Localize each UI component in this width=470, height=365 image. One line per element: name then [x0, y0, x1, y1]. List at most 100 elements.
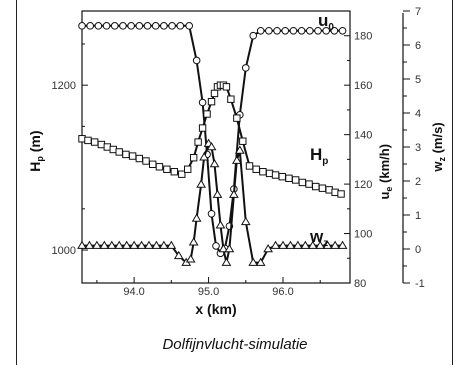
wz-tick-label: 5 — [415, 74, 421, 86]
data-point-triangle — [77, 240, 87, 249]
x-tick-label: 95.0 — [198, 286, 219, 298]
data-point-triangle — [240, 216, 251, 226]
plot-frame — [81, 10, 351, 284]
data-point-triangle — [300, 240, 311, 249]
data-point-circle — [192, 56, 201, 65]
x-tick-label: 96.0 — [272, 286, 293, 298]
data-point-square — [155, 163, 164, 171]
data-point-triangle — [330, 240, 340, 249]
ue-tick-label: 120 — [354, 179, 372, 191]
ue-axis-title: ue (km/h) — [377, 144, 394, 200]
data-point-square — [259, 168, 267, 176]
data-point-triangle — [191, 213, 202, 222]
ue-tick-label: 80 — [354, 278, 366, 290]
data-point-triangle — [224, 244, 235, 253]
data-point-circle — [297, 26, 306, 35]
wz-tick-label: 1 — [415, 210, 421, 222]
data-point-triangle — [234, 145, 245, 154]
data-point-square — [184, 165, 192, 173]
data-point-circle — [273, 26, 281, 35]
data-point-square — [318, 184, 327, 192]
data-point-square — [337, 190, 345, 198]
data-point-circle — [338, 26, 347, 35]
wz-tick-label: 4 — [415, 108, 421, 120]
data-point-square — [245, 162, 254, 170]
wz-tick-label: 7 — [415, 6, 421, 18]
data-point-triangle — [206, 142, 217, 151]
data-point-triangle — [293, 240, 303, 249]
data-point-triangle — [337, 240, 348, 249]
data-point-circle — [86, 22, 94, 30]
data-point-square — [271, 171, 280, 179]
data-point-circle — [241, 64, 250, 72]
x-tick-label: 94.0 — [123, 286, 144, 298]
data-point-square — [163, 165, 171, 173]
data-point-circle — [306, 26, 314, 35]
data-point-triangle — [185, 254, 196, 263]
x-axis-title: x (km) — [195, 301, 236, 317]
hp-tick-label: 1200 — [52, 80, 76, 92]
data-point-triangle — [129, 240, 139, 249]
data-point-square — [305, 180, 313, 188]
data-point-triangle — [199, 152, 209, 161]
data-point-triangle — [255, 257, 266, 266]
data-point-circle — [289, 26, 298, 35]
data-point-triangle — [221, 257, 232, 266]
data-point-circle — [160, 22, 168, 30]
data-point-circle — [151, 22, 160, 30]
data-point-square — [194, 138, 202, 146]
data-point-triangle — [106, 240, 117, 249]
data-point-square — [84, 136, 92, 145]
data-point-circle — [127, 22, 135, 30]
data-point-circle — [314, 26, 322, 35]
data-point-triangle — [99, 240, 110, 249]
wz-axis-title: wz (m/s) — [430, 122, 447, 172]
data-point-triangle — [315, 240, 326, 249]
data-point-triangle — [215, 220, 226, 229]
data-point-triangle — [151, 240, 162, 249]
data-point-triangle — [188, 237, 199, 246]
data-point-square — [103, 143, 112, 151]
data-point-square — [207, 97, 216, 106]
series-label-circle: u0 — [318, 11, 334, 33]
series-line-circle — [82, 24, 343, 255]
hp-tick-label: 1000 — [52, 245, 76, 257]
data-point-triangle — [173, 250, 184, 260]
data-point-square — [210, 89, 219, 98]
left-frame-line — [16, 0, 17, 365]
data-point-triangle — [121, 240, 132, 249]
data-point-square — [265, 169, 274, 178]
data-point-square — [122, 150, 130, 159]
data-point-square — [135, 154, 144, 163]
data-point-triangle — [196, 179, 206, 188]
data-point-triangle — [228, 189, 239, 198]
data-point-triangle — [209, 159, 220, 168]
data-point-square — [90, 138, 99, 146]
data-point-square — [331, 188, 339, 197]
data-point-triangle — [114, 240, 125, 249]
data-point-circle — [135, 22, 144, 30]
ue-tick-label: 160 — [354, 80, 372, 92]
data-point-triangle — [84, 240, 95, 249]
data-point-triangle — [212, 189, 223, 198]
series-label-triangle: wz — [309, 227, 328, 249]
data-point-square — [109, 145, 117, 154]
ue-tick-label: 180 — [354, 31, 372, 43]
wz-tick-label: 0 — [415, 244, 421, 256]
data-point-triangle — [92, 240, 102, 249]
wz-tick-label: -1 — [415, 278, 425, 290]
data-point-triangle — [307, 240, 318, 249]
data-point-square — [128, 152, 137, 160]
data-point-triangle — [159, 240, 169, 249]
data-point-square — [170, 168, 179, 176]
data-point-square — [78, 135, 86, 143]
data-point-square — [97, 140, 106, 149]
data-point-circle — [322, 26, 330, 35]
data-point-triangle — [231, 155, 242, 164]
data-point-circle — [143, 22, 152, 30]
data-point-circle — [207, 209, 216, 218]
data-point-circle — [281, 26, 290, 35]
hp-axis-title: Hp (m) — [27, 130, 45, 171]
data-point-circle — [185, 22, 193, 30]
